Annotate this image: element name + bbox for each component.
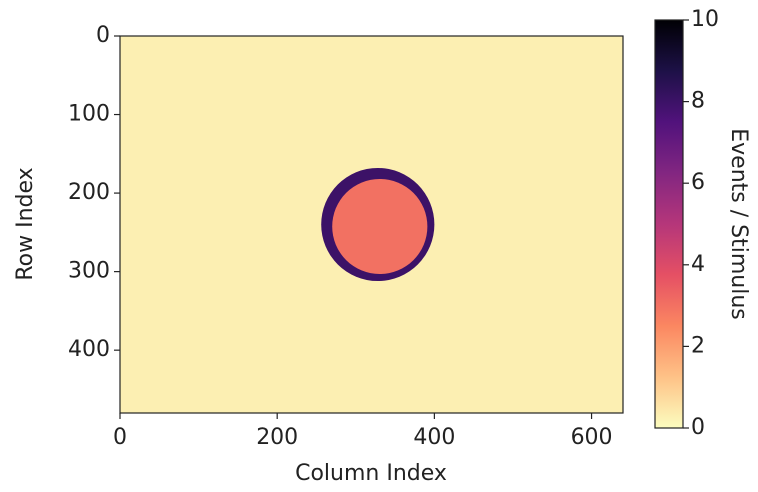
- colorbar-tick-label: 0: [691, 415, 705, 440]
- colorbar-tick-label: 10: [691, 7, 719, 32]
- x-axis-label: Column Index: [295, 461, 447, 486]
- spot: [332, 178, 428, 275]
- x-tick-label: 400: [413, 425, 455, 450]
- x-tick-label: 0: [113, 425, 127, 450]
- y-tick-label: 400: [68, 337, 110, 362]
- x-tick-label: 200: [256, 425, 298, 450]
- colorbar-tick-label: 4: [691, 252, 705, 277]
- x-tick-label: 600: [571, 425, 613, 450]
- colorbar-tick-label: 8: [691, 89, 705, 114]
- colorbar-tick-label: 2: [691, 333, 705, 358]
- y-tick-label: 300: [68, 259, 110, 284]
- y-tick-label: 0: [96, 23, 110, 48]
- y-tick-label: 200: [68, 180, 110, 205]
- plot-frame: [119, 35, 624, 414]
- colorbar: [654, 19, 684, 429]
- y-tick-label: 100: [68, 102, 110, 127]
- y-axis-label: Row Index: [13, 167, 38, 280]
- colorbar-label: Events / Stimulus: [726, 128, 751, 319]
- colorbar-tick-label: 6: [691, 170, 705, 195]
